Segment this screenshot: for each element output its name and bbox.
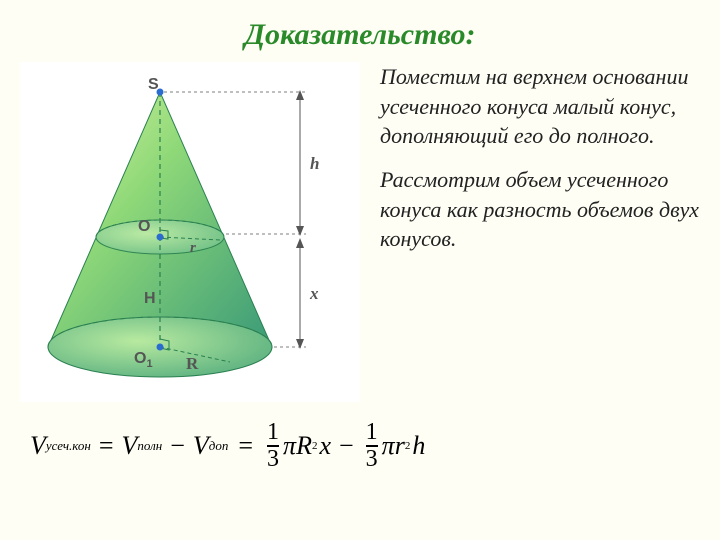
label-R: R	[186, 354, 198, 374]
f-V3: V	[193, 431, 209, 461]
body-text: Поместим на верхнем основании усеченного…	[360, 62, 700, 402]
f-pi2: π	[382, 431, 395, 461]
f-minus2: −	[339, 431, 354, 461]
f-minus1: −	[170, 431, 185, 461]
f-R-sq: 2	[312, 440, 318, 452]
f-R: R	[296, 431, 312, 461]
label-h: h	[310, 154, 319, 174]
para1: Поместим на верхнем основании усеченного…	[380, 62, 700, 151]
f-sub2: полн	[137, 438, 162, 454]
f-sub3: доп	[209, 438, 229, 454]
slide-title: Доказательство:	[0, 0, 720, 62]
frac-1-3-b: 1 3	[366, 420, 378, 472]
f-eq2: =	[238, 431, 253, 461]
cone-svg	[20, 62, 360, 402]
f-V2: V	[122, 431, 138, 461]
content-row: S O H O1 r R h x Поместим на верхнем осн…	[0, 62, 720, 402]
f-eq1: =	[99, 431, 114, 461]
formula: V усеч.кон = V полн − V доп = 1 3 π R 2 …	[0, 402, 720, 472]
label-O: O	[138, 218, 150, 236]
para2: Рассмотрим объем усеченного конуса как р…	[380, 165, 700, 254]
label-r: r	[190, 240, 196, 257]
label-O1: O1	[134, 350, 153, 370]
f-x: x	[319, 431, 331, 461]
f-pi1: π	[283, 431, 296, 461]
cone-diagram: S O H O1 r R h x	[20, 62, 360, 402]
f-r: r	[395, 431, 405, 461]
label-H: H	[144, 290, 156, 308]
f-h: h	[412, 431, 425, 461]
f-sub1: усеч.кон	[46, 438, 91, 454]
f-V1: V	[30, 431, 46, 461]
label-x: x	[310, 284, 319, 304]
title-text: Доказательство:	[245, 18, 476, 51]
f-r-sq: 2	[405, 440, 411, 452]
label-S: S	[148, 76, 159, 94]
frac-1-3-a: 1 3	[267, 420, 279, 472]
